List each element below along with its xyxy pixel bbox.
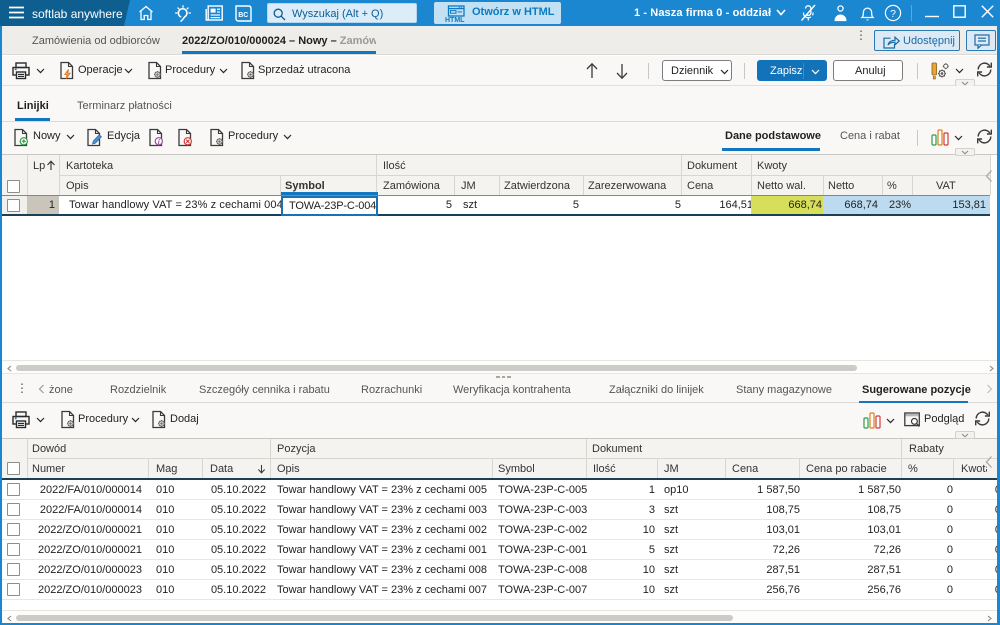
svg-text:i: i <box>158 137 161 146</box>
svg-text:?: ? <box>890 8 896 20</box>
svg-text:BC: BC <box>238 12 248 19</box>
svg-text:HTML: HTML <box>445 17 465 23</box>
